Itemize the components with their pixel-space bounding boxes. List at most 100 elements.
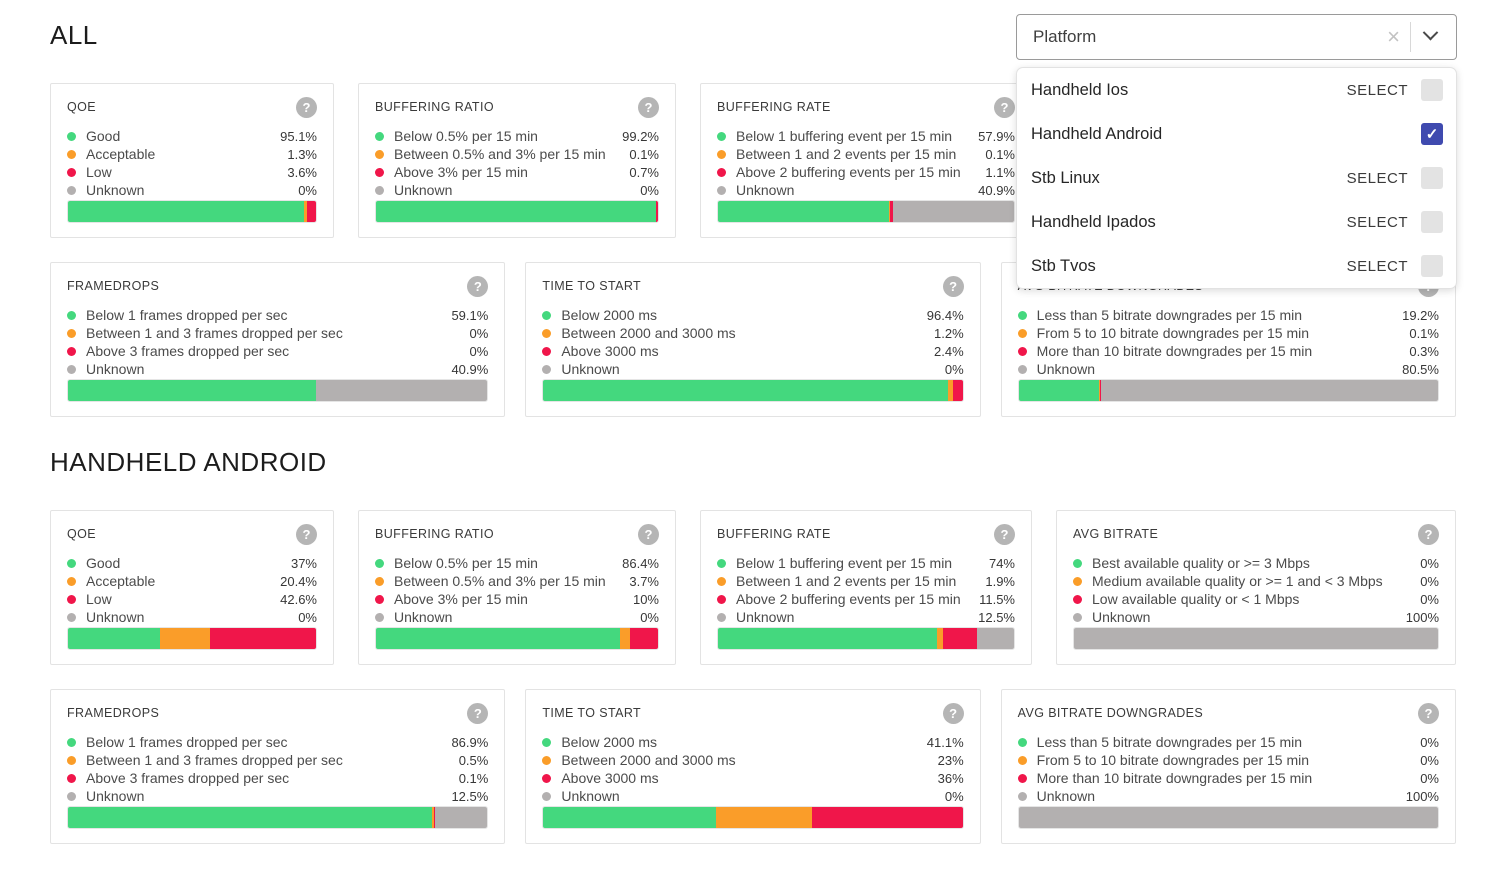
select-action[interactable]: SELECT — [1346, 81, 1408, 99]
bar-segment-unknown — [1074, 628, 1438, 649]
legend-row: Between 1 and 3 frames dropped per sec 0.… — [67, 751, 488, 769]
bar-segment-acceptable — [937, 628, 943, 649]
bar-segment-good — [376, 201, 656, 222]
platform-option-handheld-ios[interactable]: Handheld Ios SELECT ✓ — [1017, 68, 1456, 112]
legend-value: 57.9% — [978, 128, 1015, 144]
option-checkbox[interactable]: ✓ — [1421, 255, 1443, 277]
stacked-bar — [67, 379, 489, 402]
legend-value: 0.5% — [458, 752, 489, 768]
metric-card-qoe: QOE? Good 37% Acceptable 20.4% Low 42.6% Unknow… — [50, 510, 334, 665]
legend-row: Below 1 frames dropped per sec 59.1% — [67, 306, 488, 324]
legend-dot-good — [542, 737, 552, 747]
legend: Below 0.5% per 15 min 86.4% Between 0.5% a… — [375, 554, 659, 626]
legend-label: Between 0.5% and 3% per 15 min — [394, 573, 606, 589]
legend-dot-acceptable — [375, 149, 384, 159]
card-title: FRAMEDROPS — [67, 279, 160, 293]
card-title: AVG BITRATE — [1073, 527, 1159, 541]
legend-dot-low — [67, 773, 76, 783]
legend-row: Good 37% — [67, 554, 317, 572]
platform-select[interactable]: Platform × — [1016, 14, 1457, 60]
select-action[interactable]: SELECT — [1346, 257, 1408, 275]
legend-label: Below 1 buffering event per 15 min — [736, 128, 953, 144]
legend-row: Good 95.1% — [67, 127, 317, 145]
metric-card-framedrops: FRAMEDROPS? Below 1 frames dropped per se… — [50, 689, 506, 844]
legend-label: Unknown — [86, 361, 145, 377]
clear-icon[interactable]: × — [1387, 24, 1400, 49]
legend: Good 37% Acceptable 20.4% Low 42.6% Unknown 0% — [67, 554, 317, 626]
legend-dot-low — [1073, 594, 1082, 604]
option-checkbox[interactable]: ✓ — [1421, 211, 1443, 233]
help-icon[interactable]: ? — [994, 97, 1015, 118]
legend: Below 2000 ms 41.1% Between 2000 and 3000 … — [542, 733, 964, 805]
legend-dot-good — [375, 131, 384, 141]
help-icon[interactable]: ? — [467, 276, 489, 297]
legend-value: 100% — [1405, 609, 1439, 625]
platform-option-handheld-ipados[interactable]: Handheld Ipados SELECT ✓ — [1017, 200, 1456, 244]
help-icon[interactable]: ? — [1417, 703, 1439, 724]
card-row: FRAMEDROPS? Below 1 frames dropped per se… — [50, 689, 1456, 844]
help-icon[interactable]: ? — [467, 703, 489, 724]
platform-option-stb-linux[interactable]: Stb Linux SELECT ✓ — [1017, 156, 1456, 200]
card-title: TIME TO START — [542, 279, 642, 293]
legend-row: Between 2000 and 3000 ms 23% — [542, 751, 964, 769]
bar-segment-unknown — [315, 380, 488, 401]
bar-segment-good — [376, 628, 620, 649]
legend-value: 0.1% — [629, 146, 659, 162]
legend-dot-acceptable — [67, 755, 76, 765]
bar-segment-acceptable — [947, 380, 953, 401]
legend-dot-low — [375, 167, 384, 177]
help-icon[interactable]: ? — [296, 97, 317, 118]
select-action[interactable]: SELECT — [1346, 213, 1408, 231]
bar-segment-low — [812, 807, 963, 828]
legend-row: Acceptable 1.3% — [67, 145, 317, 163]
help-icon[interactable]: ? — [1418, 524, 1439, 545]
chevron-down-icon[interactable] — [1422, 24, 1439, 40]
bar-segment-good — [68, 628, 160, 649]
select-action[interactable]: SELECT — [1346, 169, 1408, 187]
platform-option-stb-tvos[interactable]: Stb Tvos SELECT ✓ — [1017, 244, 1456, 288]
legend-dot-acceptable — [375, 576, 384, 586]
legend-label: Above 3% per 15 min — [394, 164, 528, 180]
legend-value: 40.9% — [451, 361, 489, 377]
legend-dot-unknown — [67, 791, 76, 801]
bar-segment-unknown — [892, 201, 1014, 222]
option-checkbox[interactable]: ✓ — [1421, 123, 1443, 145]
help-icon[interactable]: ? — [994, 524, 1015, 545]
legend-value: 0% — [298, 182, 317, 198]
legend-row: Above 3% per 15 min 10% — [375, 590, 659, 608]
legend-row: Unknown 100% — [1017, 787, 1439, 805]
help-icon[interactable]: ? — [638, 524, 659, 545]
option-checkbox[interactable]: ✓ — [1421, 79, 1443, 101]
legend-row: Above 3000 ms 36% — [542, 769, 964, 787]
help-icon[interactable]: ? — [942, 276, 964, 297]
platform-option-handheld-android[interactable]: Handheld Android ✓ — [1017, 112, 1456, 156]
legend-value: 0% — [1420, 555, 1439, 571]
legend-label: Unknown — [1036, 788, 1096, 804]
card-header: FRAMEDROPS? — [67, 703, 489, 724]
legend-dot-low — [542, 346, 552, 356]
bar-segment-good — [68, 201, 304, 222]
legend-value: 40.9% — [978, 182, 1015, 198]
metric-card-buffering-rate: BUFFERING RATE? Below 1 buffering event p… — [700, 510, 1032, 665]
card-row: QOE? Good 95.1% Acceptable 1.3% Low 3.6% Unknow… — [50, 83, 1456, 238]
legend-dot-acceptable — [67, 576, 76, 586]
card-header: QOE? — [67, 524, 317, 545]
legend-value: 96.4% — [926, 307, 964, 323]
legend-value: 100% — [1405, 788, 1439, 804]
card-header: TIME TO START? — [542, 276, 964, 297]
help-icon[interactable]: ? — [296, 524, 317, 545]
legend-row: Between 1 and 2 events per 15 min 1.9% — [717, 572, 1015, 590]
legend-dot-low — [1017, 346, 1027, 356]
help-icon[interactable]: ? — [638, 97, 659, 118]
legend-row: Below 0.5% per 15 min 99.2% — [375, 127, 659, 145]
legend-value: 42.6% — [280, 591, 317, 607]
legend-row: Below 2000 ms 96.4% — [542, 306, 964, 324]
metric-card-time-to-start: TIME TO START? Below 2000 ms 96.4% Between … — [525, 262, 981, 417]
section-title: ALL — [50, 20, 98, 50]
legend-value: 86.9% — [451, 734, 489, 750]
legend-label: Below 2000 ms — [561, 734, 658, 750]
option-checkbox[interactable]: ✓ — [1421, 167, 1443, 189]
legend-label: From 5 to 10 bitrate downgrades per 15 m… — [1036, 325, 1310, 341]
help-icon[interactable]: ? — [942, 703, 964, 724]
legend-label: Good — [86, 555, 121, 571]
